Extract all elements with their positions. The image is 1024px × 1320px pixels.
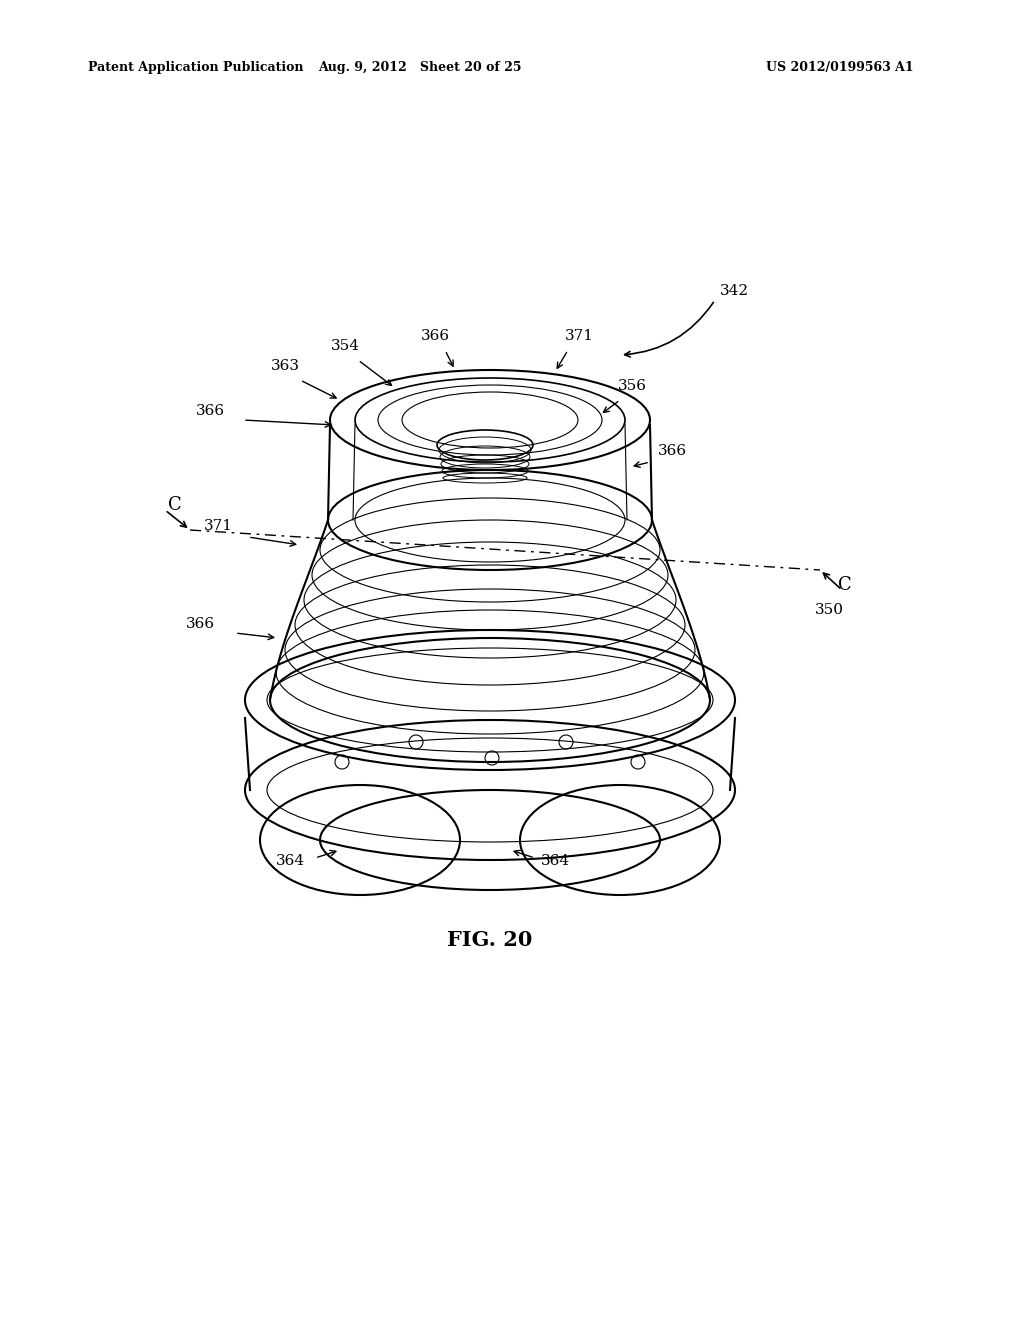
Text: 363: 363	[270, 359, 299, 374]
Text: 366: 366	[658, 444, 687, 458]
Text: 371: 371	[204, 519, 232, 533]
Text: C: C	[838, 576, 852, 594]
Text: FIG. 20: FIG. 20	[447, 931, 532, 950]
Text: 366: 366	[421, 329, 450, 343]
Text: Aug. 9, 2012   Sheet 20 of 25: Aug. 9, 2012 Sheet 20 of 25	[318, 62, 522, 74]
Text: 356: 356	[618, 379, 647, 393]
Text: 366: 366	[185, 616, 215, 631]
Text: 364: 364	[275, 854, 304, 869]
Text: 371: 371	[565, 329, 594, 343]
Text: C: C	[168, 496, 182, 513]
Text: 354: 354	[331, 339, 359, 352]
Text: 342: 342	[720, 284, 750, 298]
Text: US 2012/0199563 A1: US 2012/0199563 A1	[766, 62, 913, 74]
Text: Patent Application Publication: Patent Application Publication	[88, 62, 303, 74]
Text: 350: 350	[815, 603, 844, 616]
Text: 366: 366	[196, 404, 224, 418]
Text: 364: 364	[541, 854, 569, 869]
